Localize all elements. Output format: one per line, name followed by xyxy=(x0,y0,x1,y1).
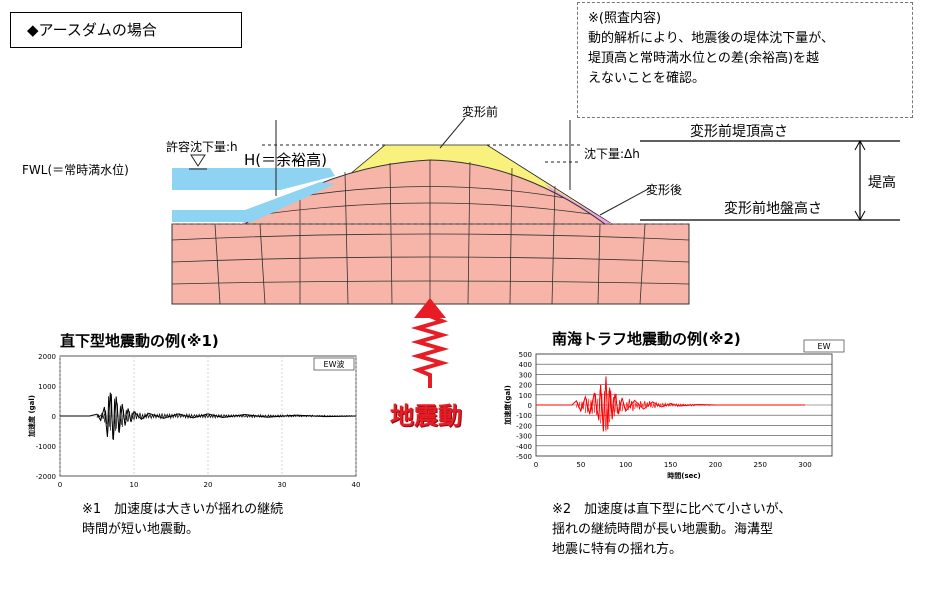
y-tick-label: 200 xyxy=(519,382,532,390)
y-axis-label: 加速度(gal) xyxy=(503,385,512,426)
dam-height-label: 堤高 xyxy=(868,172,896,192)
before-label: 変形前 xyxy=(462,103,498,120)
chart1-plot: -2000-1000010002000010203040時刻 (sec)加速度 … xyxy=(10,350,370,490)
crest-height-label: 変形前堤頂高さ xyxy=(690,121,788,141)
x-axis-label: 時間(sec) xyxy=(667,471,700,480)
y-tick-label: -200 xyxy=(516,422,532,430)
ground-height-label: 変形前地盤高さ xyxy=(724,198,822,218)
x-tick-label: 30 xyxy=(278,481,287,489)
x-tick-label: 200 xyxy=(709,461,722,469)
x-tick-label: 40 xyxy=(352,481,361,489)
chart2-plot: 5004003002001000-100-200-300-400-5000 50 1… xyxy=(484,338,856,490)
x-tick-label: 50 xyxy=(576,461,585,469)
footnote-line: 揺れの継続時間が長い地震動。海溝型 xyxy=(552,520,791,540)
y-tick-label: -100 xyxy=(516,412,532,420)
legend-label: EW波 xyxy=(324,359,345,369)
freeboard-label: H(＝余裕高) xyxy=(244,149,327,170)
after-label: 変形後 xyxy=(646,181,682,198)
allowable-settlement-label: 許容沈下量:h xyxy=(166,138,238,155)
y-tick-label: -400 xyxy=(516,443,532,451)
foundation xyxy=(172,224,689,304)
y-tick-label: 0 xyxy=(52,413,56,421)
footnote-line: 時間が短い地震動。 xyxy=(82,520,283,540)
y-tick-label: 2000 xyxy=(38,353,56,361)
y-tick-label: 100 xyxy=(519,392,532,400)
footnote-line: 地震に特有の揺れ方。 xyxy=(552,540,791,560)
before-leader xyxy=(440,118,465,148)
earthquake-label: 地震動 xyxy=(390,396,462,431)
footnote-line: ※2 加速度は直下型に比べて小さいが、 xyxy=(552,500,791,520)
x-tick-label: 0 xyxy=(534,461,538,469)
y-tick-label: -2000 xyxy=(36,473,56,481)
legend-label: EW xyxy=(818,342,831,351)
after-leader xyxy=(600,188,650,215)
x-tick-label: 20 xyxy=(204,481,213,489)
y-tick-label: -500 xyxy=(516,453,532,461)
y-tick-label: 1000 xyxy=(38,383,56,391)
y-tick-label: 0 xyxy=(528,402,532,410)
x-tick-label: 250 xyxy=(754,461,767,469)
x-tick-label: 100 xyxy=(619,461,632,469)
y-tick-label: -300 xyxy=(516,433,532,441)
y-tick-label: 300 xyxy=(519,371,532,379)
x-tick-label: 10 xyxy=(130,481,139,489)
settlement-label: 沈下量:Δh xyxy=(584,145,640,162)
y-tick-label: -1000 xyxy=(36,443,56,451)
chart1-footnote: ※1 加速度は大きいが揺れの継続 時間が短い地震動。 xyxy=(82,500,283,540)
x-tick-label: 0 xyxy=(58,481,62,489)
earthquake-arrow xyxy=(414,298,446,388)
x-tick-label: 150 xyxy=(664,461,677,469)
x-tick-label: 300 xyxy=(798,461,811,469)
y-axis-label: 加速度 (gal) xyxy=(27,395,36,438)
fwl-label: FWL(＝常時満水位) xyxy=(22,161,129,178)
y-tick-label: 400 xyxy=(519,361,532,369)
y-tick-label: 500 xyxy=(519,351,532,359)
chart1-title: 直下型地震動の例(※1) xyxy=(60,330,219,351)
chart2-footnote: ※2 加速度は直下型に比べて小さいが、 揺れの継続時間が長い地震動。海溝型 地震… xyxy=(552,500,791,560)
footnote-line: ※1 加速度は大きいが揺れの継続 xyxy=(82,500,283,520)
water-level-symbol xyxy=(191,155,205,166)
